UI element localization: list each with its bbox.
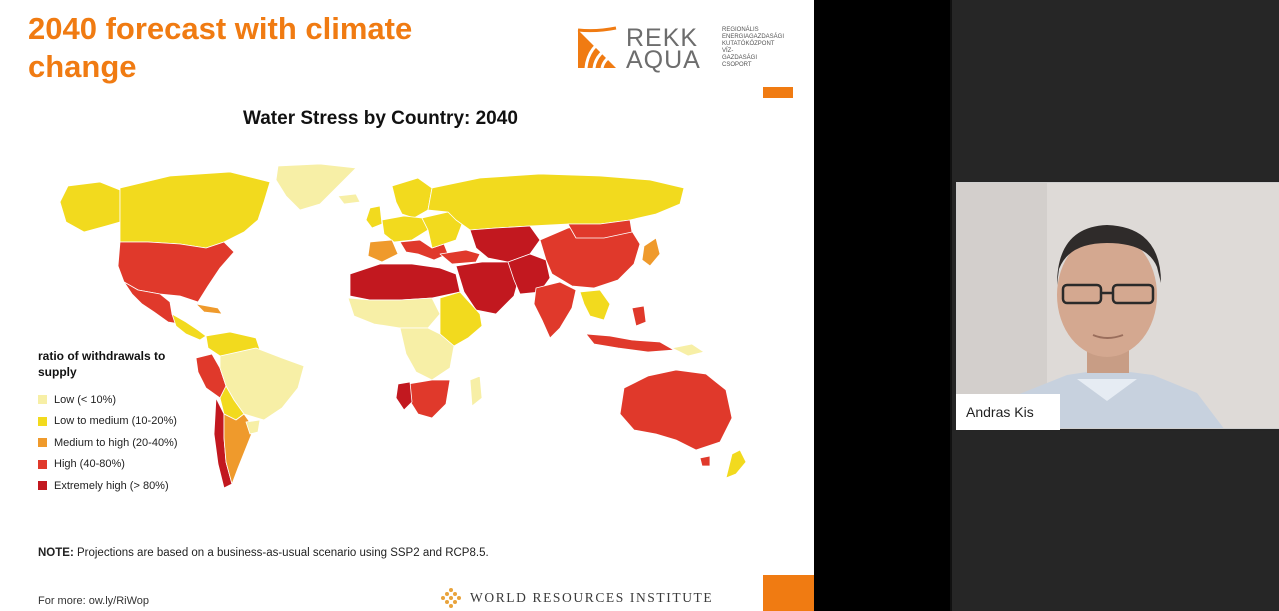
logo-subtitle-line: Kutatóközpont xyxy=(722,41,775,47)
logo-subtitle-line: Csoport xyxy=(722,62,752,68)
map-region-east-africa xyxy=(439,291,483,347)
legend-label-low-to-medium: Low to medium (10-20%) xyxy=(54,415,177,428)
rekk-aqua-logo: REKK AQUA Regionális Energiagazdasági Ku… xyxy=(576,24,812,74)
logo-word-aqua: AQUA xyxy=(626,46,701,74)
map-region-new-zealand xyxy=(725,449,747,479)
for-more-link-text: For more: ow.ly/RiWop xyxy=(38,595,150,607)
map-region-indonesia xyxy=(585,333,675,353)
map-title: Water Stress by Country: 2040 xyxy=(243,108,518,129)
note-label: NOTE: xyxy=(38,547,74,559)
map-region-central-africa xyxy=(399,327,455,381)
legend-item-high: High (40-80%) xyxy=(38,454,238,476)
legend-swatch-high xyxy=(38,459,47,469)
map-region-southeast-asia xyxy=(579,289,611,321)
legend-label-high: High (40-80%) xyxy=(54,458,125,471)
map-region-iran-pakistan xyxy=(507,253,551,295)
wri-logo-text: WORLD RESOURCES INSTITUTE xyxy=(470,590,714,605)
participant-video-icon xyxy=(957,183,1279,428)
slide-title-line-1: 2040 forecast with climate xyxy=(28,11,413,46)
legend-item-medium-to-high: Medium to high (20-40%) xyxy=(38,432,238,454)
map-region-russia xyxy=(427,173,685,231)
legend-swatch-extremely-high xyxy=(38,481,47,491)
map-region-india xyxy=(533,281,577,339)
empty-tile xyxy=(952,431,1279,611)
legend-label-medium-to-high: Medium to high (20-40%) xyxy=(54,436,178,449)
logo-subtitle-line: Regionális xyxy=(722,27,759,33)
map-region-japan xyxy=(641,237,661,267)
legend-swatch-medium-to-high xyxy=(38,438,47,448)
screen-share-letterbox xyxy=(814,0,950,611)
map-region-iceland xyxy=(337,193,361,205)
participant-name-label: Andras Kis xyxy=(956,394,1060,430)
world-water-stress-map xyxy=(59,163,747,489)
map-region-western-europe xyxy=(381,215,429,243)
map-region-new-guinea xyxy=(671,343,705,357)
map-region-philippines xyxy=(631,305,647,327)
map-legend: ratio of withdrawals to supply Low (< 10… xyxy=(38,348,238,497)
wri-logo-mark-icon xyxy=(441,588,461,608)
map-region-madagascar xyxy=(469,375,483,407)
map-region-uruguay xyxy=(245,419,261,435)
participant-gallery: Andras Kis xyxy=(950,0,1279,611)
map-region-mongolia xyxy=(567,219,633,239)
map-region-iberia xyxy=(367,239,399,263)
map-region-north-africa xyxy=(349,263,461,301)
map-region-southern-africa xyxy=(407,379,451,419)
map-region-caribbean xyxy=(195,303,223,315)
map-region-greenland xyxy=(275,163,357,211)
map-region-alaska xyxy=(59,181,121,233)
map-region-scandinavia xyxy=(391,177,433,219)
slide-title: 2040 forecast with climate change xyxy=(28,10,548,86)
map-region-argentina xyxy=(223,413,255,485)
legend-swatch-low-to-medium xyxy=(38,416,47,426)
map-region-tasmania xyxy=(699,455,711,467)
map-region-namibia xyxy=(395,381,413,411)
projection-note: NOTE: Projections are based on a busines… xyxy=(38,547,489,559)
map-region-uk xyxy=(365,205,383,229)
shared-slide: 2040 forecast with climate change REKK A… xyxy=(0,0,814,611)
legend-item-low: Low (< 10%) xyxy=(38,389,238,411)
logo-word-rekk: REKK xyxy=(626,24,699,52)
logo-subtitle-line: Víz- xyxy=(722,48,734,54)
empty-tile xyxy=(952,0,1279,181)
map-region-australia xyxy=(619,369,733,451)
map-region-brazil xyxy=(219,347,305,421)
decorative-orange-corner xyxy=(763,575,814,611)
note-text: Projections are based on a business-as-u… xyxy=(73,547,489,559)
legend-item-extremely-high: Extremely high (> 80%) xyxy=(38,475,238,497)
slide-title-line-2: change xyxy=(28,49,137,84)
participant-video-tile[interactable] xyxy=(956,182,1279,429)
logo-subtitle-line: Energiagazdasági xyxy=(722,34,785,40)
legend-label-extremely-high: Extremely high (> 80%) xyxy=(54,479,169,492)
legend-item-low-to-medium: Low to medium (10-20%) xyxy=(38,411,238,433)
wri-logo: WORLD RESOURCES INSTITUTE xyxy=(440,587,713,609)
map-region-canada xyxy=(119,171,271,249)
map-region-turkey xyxy=(439,249,481,265)
legend-title: ratio of withdrawals to supply xyxy=(38,349,166,379)
legend-label-low: Low (< 10%) xyxy=(54,393,117,406)
rekk-logo-mark-icon xyxy=(577,26,619,69)
map-region-west-africa xyxy=(347,297,441,329)
logo-subtitle-line: gazdasági xyxy=(722,55,758,61)
map-region-central-america xyxy=(171,313,207,341)
map-region-middle-east xyxy=(455,261,521,315)
legend-swatch-low xyxy=(38,395,47,405)
decorative-orange-bar xyxy=(763,87,793,98)
logo-subtitle: Regionális Energiagazdasági Kutatóközpon… xyxy=(722,27,812,69)
